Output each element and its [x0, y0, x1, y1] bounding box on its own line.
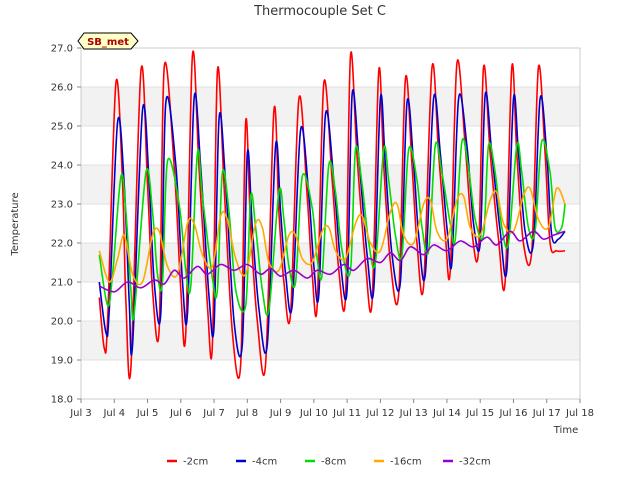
x-tick-label: Jul 9	[269, 408, 292, 419]
x-axis-ticks: Jul 3 Jul 4 Jul 5 Jul 6 Jul 7 Jul 8 Jul 9 Jul 1…	[69, 399, 594, 419]
series-line-4cm	[98, 89, 566, 358]
y-tick-label: 23.0	[51, 200, 73, 211]
y-tick-label: 27.0	[51, 44, 73, 55]
legend-item: -4cm	[236, 457, 277, 468]
legend-item: -2cm	[167, 457, 208, 468]
x-tick-label: Jul 13	[399, 408, 428, 419]
background-band	[81, 87, 580, 126]
legend-label: -16cm	[390, 457, 422, 468]
chart-title: Thermocouple Set C	[253, 4, 386, 19]
legend-label: -2cm	[183, 457, 208, 468]
x-tick-label: Jul 10	[299, 408, 328, 419]
y-tick-label: 21.0	[51, 278, 73, 289]
y-axis-label: Temperature	[10, 192, 21, 256]
site-annotation: SB_met	[77, 32, 139, 50]
legend-item: -16cm	[374, 457, 422, 468]
x-tick-label: Jul 18	[565, 408, 594, 419]
x-axis-label: Time	[553, 425, 578, 436]
x-tick-label: Jul 14	[432, 408, 461, 419]
x-tick-label: Jul 8	[236, 408, 259, 419]
x-tick-label: Jul 15	[465, 408, 494, 419]
legend-item: -8cm	[305, 457, 346, 468]
x-tick-label: Jul 17	[532, 408, 561, 419]
series-line-8cm	[98, 138, 566, 321]
y-tick-label: 18.0	[51, 395, 73, 406]
legend-label: -4cm	[252, 457, 277, 468]
background-bands	[81, 87, 580, 360]
legend-label: -8cm	[321, 457, 346, 468]
x-tick-label: Jul 4	[102, 408, 125, 419]
series-line-32cm	[98, 230, 566, 293]
y-axis-ticks: 18.0 19.0 20.0 21.0 22.0 23.0 24.0 25.0 26.0 27.0	[51, 44, 81, 406]
y-tick-label: 22.0	[51, 239, 73, 250]
background-band	[81, 321, 580, 360]
y-tick-label: 24.0	[51, 161, 73, 172]
plot-frame	[80, 47, 581, 400]
annotation-label: SB_met	[87, 37, 129, 48]
series-layer	[98, 50, 566, 380]
x-tick-label: Jul 12	[365, 408, 394, 419]
y-tick-label: 25.0	[51, 122, 73, 133]
series-line-16cm	[98, 186, 566, 286]
y-tick-label: 26.0	[51, 83, 73, 94]
background-band	[81, 165, 580, 204]
x-tick-label: Jul 16	[498, 408, 527, 419]
y-tick-label: 20.0	[51, 317, 73, 328]
legend-item: -32cm	[443, 457, 491, 468]
legend: -2cm -4cm -8cm -16cm -32cm	[167, 457, 491, 468]
legend-label: -32cm	[459, 457, 491, 468]
x-tick-label: Jul 6	[169, 408, 192, 419]
x-tick-label: Jul 3	[69, 408, 92, 419]
annotation-box	[77, 32, 139, 50]
y-tick-label: 19.0	[51, 356, 73, 367]
x-tick-label: Jul 5	[136, 408, 159, 419]
x-tick-label: Jul 11	[332, 408, 361, 419]
x-tick-label: Jul 7	[202, 408, 225, 419]
